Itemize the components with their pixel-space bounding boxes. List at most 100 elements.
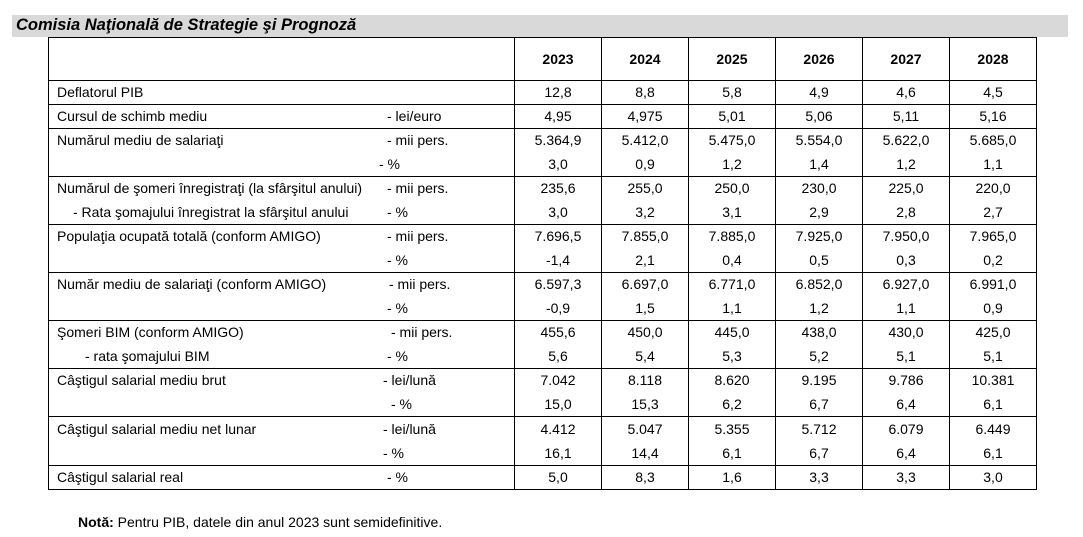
value-cell-2026: 5,06 bbox=[775, 104, 863, 129]
label-line: - % bbox=[50, 393, 514, 416]
row-label-cell: Şomeri BIM (conform AMIGO) - mii pers. - r… bbox=[48, 320, 515, 369]
value-cell-2025: 8.620 6,2 bbox=[688, 368, 776, 417]
value-cell-2025: 6.771,0 1,1 bbox=[688, 272, 776, 321]
label-line: - % bbox=[50, 153, 514, 176]
value: 425,0 bbox=[975, 324, 1011, 340]
value-cell-2025: 250,0 3,1 bbox=[688, 176, 776, 225]
header-label-cell bbox=[48, 37, 515, 81]
label-line: Deflatorul PIB bbox=[50, 81, 514, 104]
table-row: Număr mediu de salariaţi (conform AMIGO)… bbox=[48, 272, 1037, 321]
value: 16,1 bbox=[544, 445, 572, 461]
header-year-2024: 2024 bbox=[601, 37, 689, 81]
header-year-2028: 2028 bbox=[949, 37, 1037, 81]
value: 2,1 bbox=[635, 251, 655, 268]
indicator-label: Număr mediu de salariaţi (conform AMIGO) bbox=[57, 276, 327, 292]
header-year-2027: 2027 bbox=[862, 37, 950, 81]
unit-label: - mii pers. bbox=[387, 132, 449, 148]
forecast-table: 2023 2024 2025 2026 2027 2028 Deflatorul… bbox=[48, 37, 1037, 490]
value-cell-2024: 8.118 15,3 bbox=[601, 368, 689, 417]
row-label-cell: Câştigul salarial mediu net lunar - lei/l… bbox=[48, 416, 515, 466]
value-cell-2025: 7.885,0 0,4 bbox=[688, 224, 776, 273]
value: 15,0 bbox=[544, 395, 572, 412]
value-cell-2025: 1,6 bbox=[688, 465, 776, 490]
value-cell-2027: 5,11 bbox=[862, 104, 950, 129]
header-bar: Comisia Naţională de Strategie şi Progno… bbox=[12, 15, 1068, 37]
value: 0,4 bbox=[722, 251, 742, 268]
indicator-label: Deflatorul PIB bbox=[57, 84, 144, 100]
value-cell-2027: 6.927,0 1,1 bbox=[862, 272, 950, 321]
label-line: Şomeri BIM (conform AMIGO) - mii pers. bbox=[50, 321, 514, 345]
value-cell-2023: 7.042 15,0 bbox=[514, 368, 602, 417]
footnote: Notă: Pentru PIB, datele din anul 2023 s… bbox=[78, 514, 442, 530]
value: 5.685,0 bbox=[969, 132, 1017, 148]
table-row: Câştigul salarial mediu brut - lei/lună - … bbox=[48, 368, 1037, 417]
label-line: - Rata şomajului înregistrat la sfârşitu… bbox=[50, 201, 514, 224]
value-cell-2028: 5,16 bbox=[949, 104, 1037, 129]
label-line: - rata şomajului BIM - % bbox=[50, 345, 514, 368]
value-cell-2027: 7.950,0 0,3 bbox=[862, 224, 950, 273]
indicator-label: Cursul de schimb mediu bbox=[57, 108, 208, 124]
value: 2,9 bbox=[809, 203, 829, 220]
value-cell-2026: 6.852,0 1,2 bbox=[775, 272, 863, 321]
value-cell-2024: 5.047 14,4 bbox=[601, 416, 689, 466]
value-cell-2028: 6.449 6,1 bbox=[949, 416, 1037, 466]
value: 235,6 bbox=[540, 180, 576, 196]
value: 2,8 bbox=[896, 203, 916, 220]
value: 1,1 bbox=[896, 299, 916, 316]
value: 8.620 bbox=[714, 372, 750, 388]
value-cell-2025: 5.355 6,1 bbox=[688, 416, 776, 466]
value-cell-2024: 4,975 bbox=[601, 104, 689, 129]
unit-label: - lei/lună bbox=[383, 421, 436, 437]
table-header-row: 2023 2024 2025 2026 2027 2028 bbox=[48, 37, 1037, 81]
value: 1,2 bbox=[722, 155, 742, 172]
label-line: Câştigul salarial mediu net lunar - lei/l… bbox=[50, 417, 514, 441]
value: 5,1 bbox=[983, 347, 1003, 364]
value: 1,6 bbox=[722, 469, 742, 485]
value: 4,6 bbox=[896, 84, 916, 100]
value-cell-2028: 3,0 bbox=[949, 465, 1037, 490]
value-cell-2023: 12,8 bbox=[514, 80, 602, 105]
value-cell-2023: 5.364,9 3,0 bbox=[514, 128, 602, 177]
value: 6,4 bbox=[896, 445, 916, 461]
value: 3,0 bbox=[983, 469, 1003, 485]
row-label-cell: Numărul mediu de salariaţi - mii pers. - % bbox=[48, 128, 515, 177]
value: 4,975 bbox=[627, 108, 663, 124]
value-cell-2023: 455,6 5,6 bbox=[514, 320, 602, 369]
value: 455,6 bbox=[540, 324, 576, 340]
unit-label: - % bbox=[387, 251, 408, 268]
value: 1,1 bbox=[722, 299, 742, 316]
indicator-label: Numărul de şomeri înregistraţi (la sfârş… bbox=[57, 180, 362, 196]
table-row: Cursul de schimb mediu - lei/euro 4,95 4,97… bbox=[48, 104, 1037, 129]
value: 225,0 bbox=[888, 180, 924, 196]
value: 6,7 bbox=[809, 395, 829, 412]
value: 12,8 bbox=[544, 84, 572, 100]
value: 5,16 bbox=[979, 108, 1007, 124]
value: 0,3 bbox=[896, 251, 916, 268]
row-label-cell: Câştigul salarial mediu brut - lei/lună - … bbox=[48, 368, 515, 417]
value: 6,7 bbox=[809, 445, 829, 461]
unit-label: - mii pers. bbox=[387, 180, 449, 196]
value: 5.412,0 bbox=[621, 132, 669, 148]
value: 5,06 bbox=[805, 108, 833, 124]
value: 7.925,0 bbox=[795, 228, 843, 244]
value: 5.475,0 bbox=[708, 132, 756, 148]
value: 15,3 bbox=[631, 395, 659, 412]
header-year-2023: 2023 bbox=[514, 37, 602, 81]
value-cell-2024: 8,3 bbox=[601, 465, 689, 490]
value: 3,1 bbox=[722, 203, 742, 220]
value-cell-2026: 438,0 5,2 bbox=[775, 320, 863, 369]
row-label-cell: Numărul de şomeri înregistraţi (la sfârş… bbox=[48, 176, 515, 225]
value: 230,0 bbox=[801, 180, 837, 196]
value: 5.364,9 bbox=[534, 132, 582, 148]
footnote-label: Notă: bbox=[78, 514, 114, 530]
value: 5.712 bbox=[801, 421, 837, 437]
value: 5,1 bbox=[896, 347, 916, 364]
value-cell-2027: 225,0 2,8 bbox=[862, 176, 950, 225]
value: 450,0 bbox=[627, 324, 663, 340]
value: 6.991,0 bbox=[969, 276, 1017, 292]
value-cell-2023: 4.412 16,1 bbox=[514, 416, 602, 466]
value: 5.554,0 bbox=[795, 132, 843, 148]
value: 0,5 bbox=[809, 251, 829, 268]
forecast-table-body: 2023 2024 2025 2026 2027 2028 Deflatorul… bbox=[48, 37, 1037, 490]
label-line: Populaţia ocupată totală (conform AMIGO)… bbox=[50, 225, 514, 249]
